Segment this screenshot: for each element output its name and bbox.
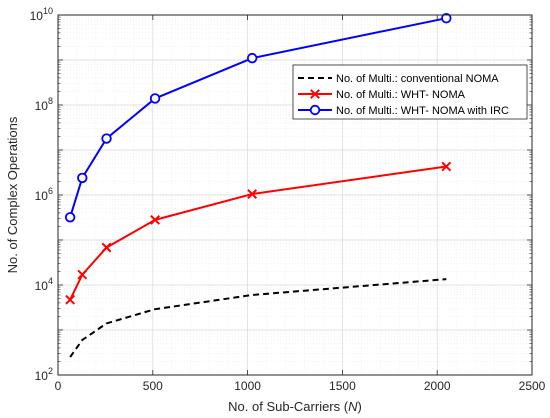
y-axis-label: No. of Complex Operations bbox=[5, 116, 20, 273]
marker-x bbox=[101, 242, 112, 253]
marker-x bbox=[441, 161, 452, 172]
marker-x bbox=[310, 89, 320, 99]
series-2 bbox=[65, 161, 452, 305]
series-3 bbox=[64, 12, 452, 223]
y-tick-labels: 102 104 106 108 1010 bbox=[30, 6, 53, 383]
marker-x bbox=[77, 269, 88, 280]
x-tick-label: 2000 bbox=[424, 379, 451, 393]
y-tick-label: 108 bbox=[35, 96, 53, 113]
legend-item-1: No. of Multi.: conventional NOMA bbox=[298, 73, 499, 85]
marker-circle bbox=[441, 12, 452, 24]
legend-label: No. of Multi.: WHT- NOMA with IRC bbox=[336, 105, 509, 117]
y-tick-label: 106 bbox=[35, 186, 53, 203]
marker-x bbox=[150, 214, 160, 225]
marker-circle bbox=[246, 52, 258, 64]
legend-label: No. of Multi.: conventional NOMA bbox=[336, 73, 499, 85]
y-tick-label: 102 bbox=[35, 366, 53, 383]
marker-circle bbox=[101, 133, 112, 144]
x-axis-label: No. of Sub-Carriers (N) bbox=[228, 399, 362, 414]
marker-circle bbox=[77, 172, 88, 184]
legend-item-2: No. of Multi.: WHT- NOMA bbox=[298, 89, 466, 101]
series-layer bbox=[64, 12, 452, 358]
x-tick-label: 0 bbox=[55, 379, 62, 393]
legend-label: No. of Multi.: WHT- NOMA bbox=[336, 89, 466, 101]
marker-x bbox=[65, 294, 76, 305]
series-line bbox=[69, 278, 447, 358]
x-tick-labels: 0 500 1000 1500 2000 2500 bbox=[55, 379, 546, 393]
series-line bbox=[69, 17, 447, 218]
x-tick-label: 1500 bbox=[329, 379, 356, 393]
x-tick-label: 1000 bbox=[234, 379, 261, 393]
x-tick-label: 2500 bbox=[519, 379, 546, 393]
marker-circle bbox=[64, 212, 76, 223]
series-line bbox=[69, 165, 447, 301]
marker-circle bbox=[149, 93, 161, 104]
series-1 bbox=[69, 278, 447, 358]
y-tick-label: 104 bbox=[35, 276, 53, 293]
y-tick-label: 1010 bbox=[30, 6, 53, 23]
axis-ticks bbox=[57, 14, 533, 376]
legend: No. of Multi.: conventional NOMA No. of M… bbox=[292, 64, 528, 120]
marker-circle bbox=[309, 104, 321, 116]
x-tick-label: 500 bbox=[143, 379, 163, 393]
marker-x bbox=[247, 189, 258, 199]
legend-item-3: No. of Multi.: WHT- NOMA with IRC bbox=[298, 104, 509, 117]
